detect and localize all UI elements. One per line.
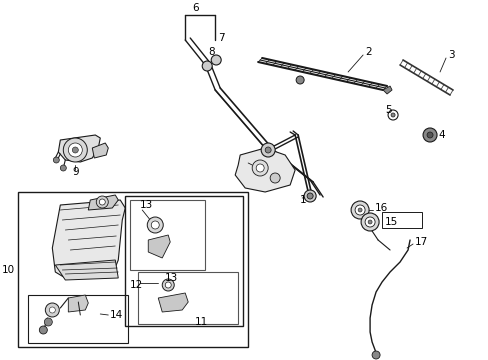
Polygon shape bbox=[68, 295, 88, 312]
Polygon shape bbox=[235, 148, 295, 192]
Text: 17: 17 bbox=[414, 237, 427, 247]
Circle shape bbox=[365, 217, 374, 227]
Circle shape bbox=[165, 282, 171, 288]
Circle shape bbox=[426, 132, 432, 138]
Circle shape bbox=[53, 157, 59, 163]
Circle shape bbox=[147, 217, 163, 233]
Circle shape bbox=[269, 173, 280, 183]
Circle shape bbox=[390, 113, 394, 117]
Circle shape bbox=[39, 326, 47, 334]
Circle shape bbox=[296, 76, 304, 84]
Circle shape bbox=[211, 55, 221, 65]
Bar bbox=[138, 272, 238, 324]
Circle shape bbox=[306, 193, 312, 199]
Bar bbox=[125, 196, 243, 326]
Text: 6: 6 bbox=[191, 3, 198, 13]
Text: 4: 4 bbox=[437, 130, 444, 140]
Text: 7: 7 bbox=[218, 33, 224, 43]
Circle shape bbox=[72, 147, 78, 153]
Text: 9: 9 bbox=[72, 167, 79, 177]
Circle shape bbox=[202, 61, 212, 71]
Circle shape bbox=[252, 160, 267, 176]
Text: 8: 8 bbox=[208, 47, 214, 57]
Circle shape bbox=[49, 307, 55, 313]
Text: 12: 12 bbox=[130, 280, 143, 290]
Polygon shape bbox=[148, 235, 170, 258]
Text: 5: 5 bbox=[384, 105, 391, 115]
Circle shape bbox=[261, 143, 275, 157]
Text: 2: 2 bbox=[365, 47, 371, 57]
Text: 13: 13 bbox=[165, 273, 178, 283]
Bar bbox=[28, 295, 128, 343]
Circle shape bbox=[44, 318, 52, 326]
Circle shape bbox=[304, 190, 315, 202]
Circle shape bbox=[350, 201, 368, 219]
Polygon shape bbox=[382, 86, 391, 94]
Circle shape bbox=[264, 147, 271, 153]
Text: 11: 11 bbox=[195, 317, 208, 327]
Circle shape bbox=[162, 279, 174, 291]
Text: 14: 14 bbox=[110, 310, 123, 320]
Circle shape bbox=[63, 138, 87, 162]
Polygon shape bbox=[92, 143, 108, 158]
Circle shape bbox=[151, 221, 159, 229]
Circle shape bbox=[60, 165, 66, 171]
Text: 15: 15 bbox=[384, 217, 398, 227]
Bar bbox=[130, 200, 205, 270]
Circle shape bbox=[96, 196, 108, 208]
Bar bbox=[381, 212, 421, 228]
Circle shape bbox=[360, 213, 378, 231]
Bar bbox=[19, 192, 248, 347]
Polygon shape bbox=[88, 195, 118, 210]
Circle shape bbox=[68, 143, 82, 157]
Text: 16: 16 bbox=[374, 203, 387, 213]
Text: 13: 13 bbox=[140, 200, 153, 210]
Polygon shape bbox=[52, 200, 125, 278]
Circle shape bbox=[354, 205, 365, 215]
Circle shape bbox=[371, 351, 379, 359]
Polygon shape bbox=[158, 293, 188, 312]
Text: 1: 1 bbox=[300, 195, 306, 205]
Text: 3: 3 bbox=[447, 50, 454, 60]
Circle shape bbox=[422, 128, 436, 142]
Circle shape bbox=[357, 208, 361, 212]
Circle shape bbox=[99, 199, 105, 205]
Text: 10: 10 bbox=[2, 265, 15, 275]
Circle shape bbox=[367, 220, 371, 224]
Circle shape bbox=[387, 110, 397, 120]
Polygon shape bbox=[55, 260, 118, 280]
Polygon shape bbox=[58, 135, 100, 162]
Circle shape bbox=[45, 303, 59, 317]
Circle shape bbox=[256, 164, 264, 172]
